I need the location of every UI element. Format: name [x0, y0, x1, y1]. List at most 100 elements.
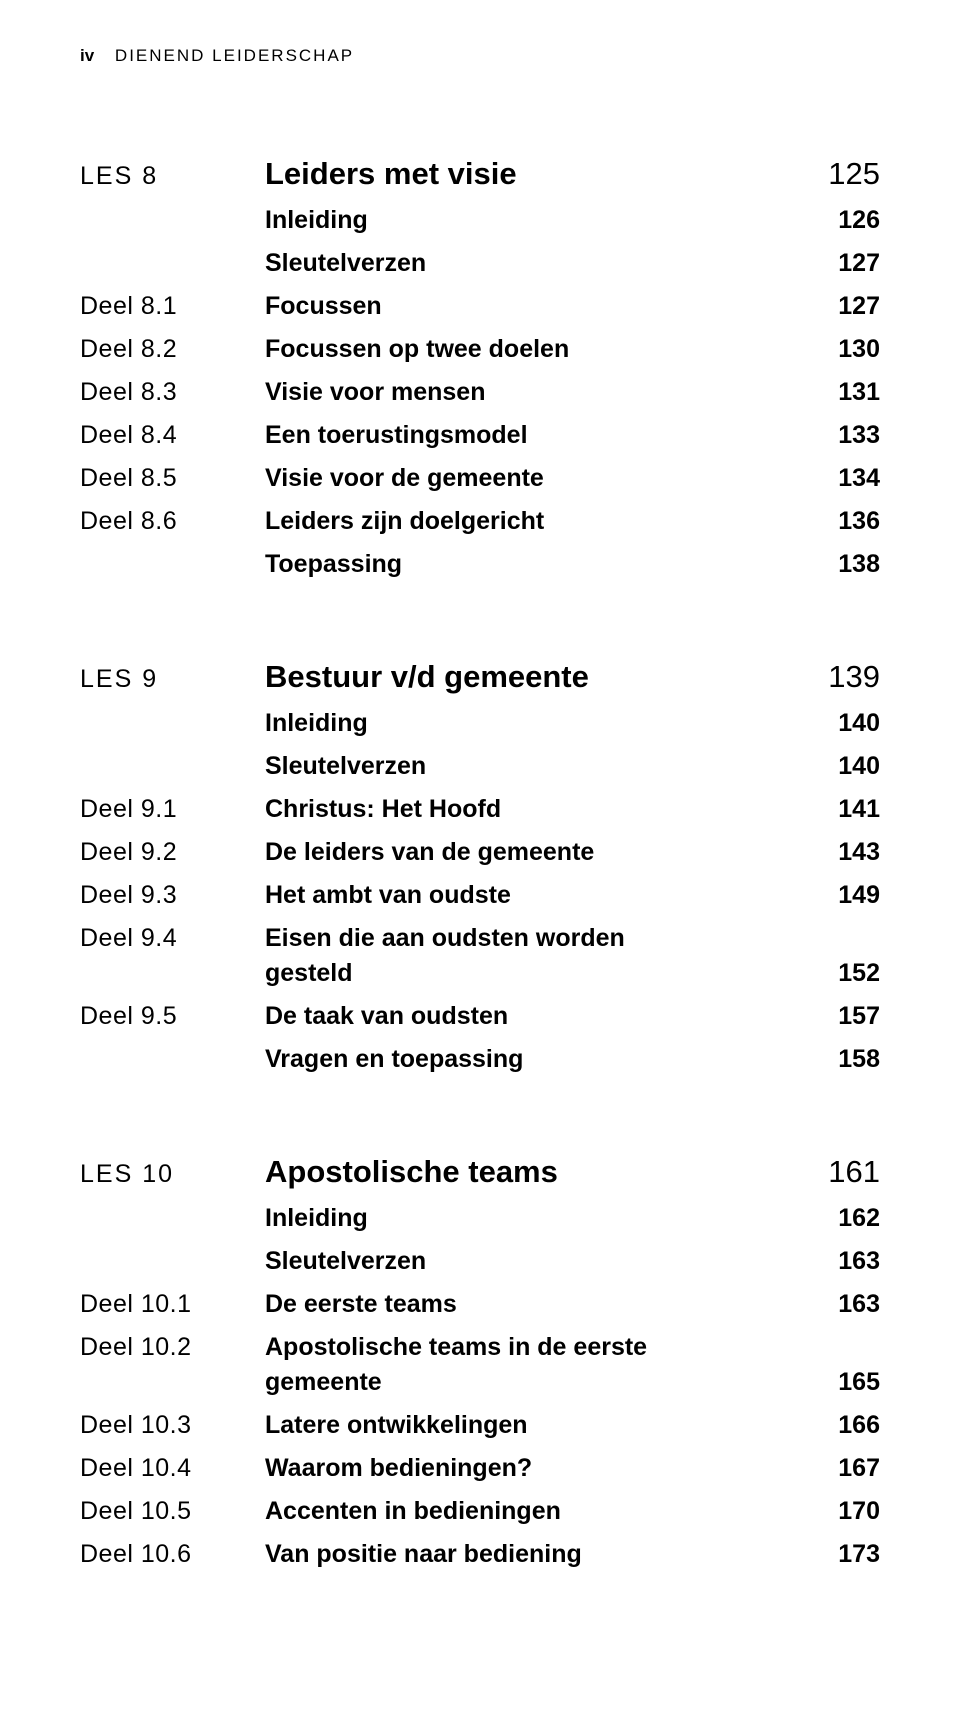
page-number-roman: iv [80, 46, 94, 65]
toc-row-title: De leiders van de gemeente [265, 838, 810, 867]
toc-row: Deel 10.4Waarom bedieningen?167 [80, 1454, 880, 1483]
toc-section: LES 9Bestuur v/d gemeente139Inleiding140… [80, 659, 880, 1074]
les-label: LES 8 [80, 162, 265, 191]
toc-row-page: 140 [810, 752, 880, 781]
toc-row: Deel 8.2Focussen op twee doelen130 [80, 335, 880, 364]
les-label: LES 10 [80, 1160, 265, 1189]
toc-section-heading: LES 8Leiders met visie125 [80, 156, 880, 192]
toc-row: Deel 9.5De taak van oudsten157 [80, 1002, 880, 1031]
les-page: 161 [810, 1154, 880, 1190]
toc-row-page: 136 [810, 507, 880, 536]
toc-row-page: 140 [810, 709, 880, 738]
toc-section: LES 8Leiders met visie125Inleiding126Sle… [80, 156, 880, 579]
toc-row: Toepassing138 [80, 550, 880, 579]
toc-row-title: Accenten in bedieningen [265, 1497, 810, 1526]
toc-row-title: Visie voor mensen [265, 378, 810, 407]
toc-row-page: 131 [810, 378, 880, 407]
toc-row-label: Deel 8.5 [80, 464, 265, 493]
toc-row-page: 134 [810, 464, 880, 493]
toc-row-title: Een toerustingsmodel [265, 421, 810, 450]
les-label: LES 9 [80, 665, 265, 694]
toc-row-label: Deel 8.2 [80, 335, 265, 364]
toc-row: Deel 8.3Visie voor mensen131 [80, 378, 880, 407]
page: iv DIENEND LEIDERSCHAP LES 8Leiders met … [0, 0, 960, 1709]
toc-row-title: Focussen op twee doelen [265, 335, 810, 364]
toc-section: LES 10Apostolische teams161 Inleiding162 S… [80, 1154, 880, 1569]
toc-section-heading: LES 10Apostolische teams161 [80, 1154, 880, 1190]
les-title: Bestuur v/d gemeente [265, 659, 810, 695]
toc-row: Deel 10.1De eerste teams163 [80, 1290, 880, 1319]
toc-row: Inleiding162 [80, 1204, 880, 1233]
toc-row-label: Deel 10.2 [80, 1333, 265, 1362]
toc-row-title: Leiders zijn doelgericht [265, 507, 810, 536]
toc-row-page: 157 [810, 1002, 880, 1031]
toc-row-page: 133 [810, 421, 880, 450]
toc-row-label: Deel 10.3 [80, 1411, 265, 1440]
toc-row-label: Deel 9.3 [80, 881, 265, 910]
toc-row-title: Apostolische teams in de eerstegemeente [265, 1333, 810, 1397]
toc-row-title: Vragen en toepassing [265, 1045, 810, 1074]
toc-row-title: Waarom bedieningen? [265, 1454, 810, 1483]
toc-row-page: 165 [810, 1368, 880, 1397]
toc-row-title: Sleutelverzen [265, 1247, 810, 1276]
toc-row-title: Inleiding [265, 709, 810, 738]
toc-row-label: Deel 8.1 [80, 292, 265, 321]
toc-row-title: Van positie naar bediening [265, 1540, 810, 1569]
toc-row-page: 141 [810, 795, 880, 824]
toc-row-page: 162 [810, 1204, 880, 1233]
toc-row-title-line2: gesteld [265, 959, 810, 988]
toc-row-page: 127 [810, 249, 880, 278]
toc-row: Vragen en toepassing158 [80, 1045, 880, 1074]
toc-row: Deel 9.2De leiders van de gemeente143 [80, 838, 880, 867]
book-title: DIENEND LEIDERSCHAP [115, 46, 354, 65]
table-of-contents: LES 8Leiders met visie125Inleiding126Sle… [80, 156, 880, 1569]
toc-row-page: 163 [810, 1290, 880, 1319]
toc-row: Deel 8.6Leiders zijn doelgericht136 [80, 507, 880, 536]
toc-row: Deel 8.5Visie voor de gemeente134 [80, 464, 880, 493]
toc-row: Sleutelverzen127 [80, 249, 880, 278]
toc-row-title: Eisen die aan oudsten worden gesteld [265, 924, 810, 988]
toc-row-label: Deel 10.4 [80, 1454, 265, 1483]
toc-row-page: 138 [810, 550, 880, 579]
toc-row-title: Christus: Het Hoofd [265, 795, 810, 824]
les-page: 139 [810, 659, 880, 695]
toc-row-title: Toepassing [265, 550, 810, 579]
toc-section-heading: LES 9Bestuur v/d gemeente139 [80, 659, 880, 695]
toc-row: Deel 10.3Latere ontwikkelingen166 [80, 1411, 880, 1440]
toc-row: Sleutelverzen140 [80, 752, 880, 781]
les-title: Leiders met visie [265, 156, 810, 192]
toc-row-title: De taak van oudsten [265, 1002, 810, 1031]
toc-row-label: Deel 9.1 [80, 795, 265, 824]
toc-row-label: Deel 10.5 [80, 1497, 265, 1526]
toc-row: Deel 10.2Apostolische teams in de eerste… [80, 1333, 880, 1397]
toc-row-label: Deel 10.6 [80, 1540, 265, 1569]
toc-row: Deel 10.6Van positie naar bediening173 [80, 1540, 880, 1569]
toc-row-title: Visie voor de gemeente [265, 464, 810, 493]
toc-row-page: 130 [810, 335, 880, 364]
toc-row-title: De eerste teams [265, 1290, 810, 1319]
toc-row-title: Latere ontwikkelingen [265, 1411, 810, 1440]
toc-row-page: 127 [810, 292, 880, 321]
toc-row-label: Deel 9.2 [80, 838, 265, 867]
toc-row: Deel 9.1Christus: Het Hoofd141 [80, 795, 880, 824]
toc-row-title-line2: gemeente [265, 1368, 810, 1397]
toc-row-page: 152 [810, 959, 880, 988]
toc-row-page: 167 [810, 1454, 880, 1483]
toc-row: Deel 8.1Focussen127 [80, 292, 880, 321]
toc-row: Deel 10.5Accenten in bedieningen170 [80, 1497, 880, 1526]
toc-row-page: 170 [810, 1497, 880, 1526]
toc-row-label: Deel 8.4 [80, 421, 265, 450]
toc-row-label: Deel 10.1 [80, 1290, 265, 1319]
toc-row-title: Sleutelverzen [265, 249, 810, 278]
toc-row: Deel 8.4Een toerustingsmodel133 [80, 421, 880, 450]
toc-row: Inleiding140 [80, 709, 880, 738]
toc-row: Deel 9.4Eisen die aan oudsten wordengest… [80, 924, 880, 988]
toc-row-page: 143 [810, 838, 880, 867]
toc-row-title: Focussen [265, 292, 810, 321]
toc-row-page: 163 [810, 1247, 880, 1276]
toc-row-title: Sleutelverzen [265, 752, 810, 781]
toc-row-page: 149 [810, 881, 880, 910]
toc-row-page: 158 [810, 1045, 880, 1074]
toc-row-title-line1: Eisen die aan oudsten worden [265, 924, 810, 953]
toc-row-page: 166 [810, 1411, 880, 1440]
